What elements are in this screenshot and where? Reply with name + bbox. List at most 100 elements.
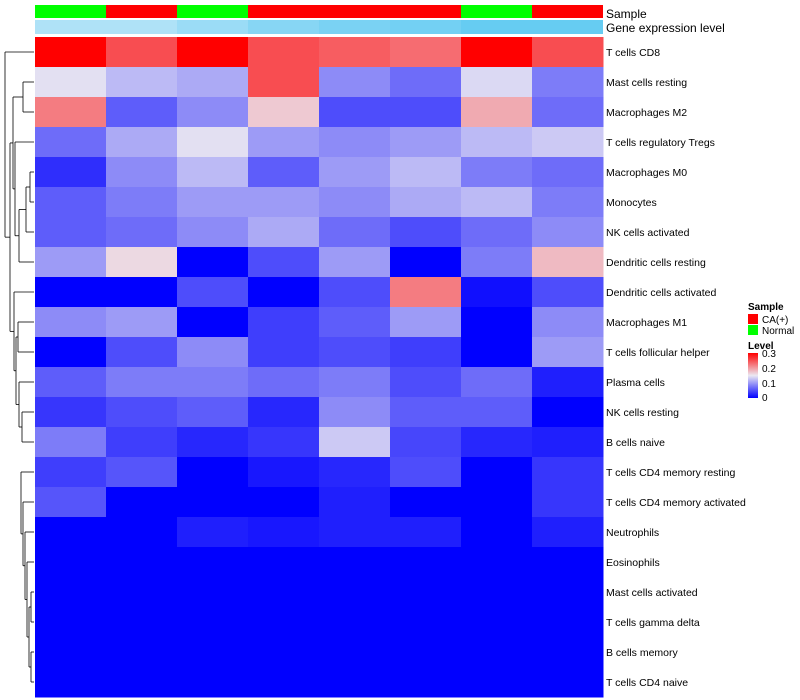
annotation-label-sample: Sample — [606, 7, 647, 21]
heatmap-cell — [461, 217, 533, 248]
row-label: Monocytes — [606, 197, 657, 209]
heatmap-cell — [532, 607, 604, 638]
heatmap-cell — [390, 607, 462, 638]
heatmap-cell — [390, 307, 462, 338]
legend-tick-0: 0 — [762, 393, 768, 404]
heatmap-cell — [319, 517, 391, 548]
heatmap-cell — [35, 577, 107, 608]
heatmap-cell — [106, 67, 178, 98]
heatmap-cell — [319, 337, 391, 368]
heatmap-cell — [177, 187, 249, 218]
row-label: Dendritic cells activated — [606, 287, 716, 299]
heatmap-cell — [390, 637, 462, 668]
heatmap-cell — [319, 397, 391, 428]
heatmap-cell — [319, 277, 391, 308]
heatmap-cell — [461, 667, 533, 698]
expression-annotation-cell — [532, 20, 603, 34]
heatmap-cell — [248, 337, 320, 368]
heatmap-cell — [390, 457, 462, 488]
heatmap-cell — [106, 187, 178, 218]
heatmap-cell — [390, 247, 462, 278]
heatmap-cell — [532, 37, 604, 68]
heatmap-cell — [106, 307, 178, 338]
heatmap-cell — [532, 127, 604, 158]
expression-annotation-cell — [106, 20, 177, 34]
row-label: T cells regulatory Tregs — [606, 137, 715, 149]
row-label: Eosinophils — [606, 557, 660, 569]
sample-annotation-cell — [319, 5, 390, 18]
heatmap-cell — [106, 577, 178, 608]
heatmap-cell — [248, 667, 320, 698]
heatmap-cell — [248, 127, 320, 158]
row-label: T cells CD4 memory resting — [606, 467, 735, 479]
heatmap-cell — [177, 217, 249, 248]
legend-swatch-normal — [748, 325, 758, 335]
heatmap-cell — [177, 487, 249, 518]
heatmap-cell — [390, 217, 462, 248]
heatmap-cell — [390, 367, 462, 398]
heatmap-cell — [461, 67, 533, 98]
heatmap-cell — [248, 37, 320, 68]
heatmap-cell — [390, 577, 462, 608]
heatmap-cell — [461, 277, 533, 308]
heatmap-cell — [106, 457, 178, 488]
heatmap-cell — [319, 367, 391, 398]
heatmap-cell — [390, 127, 462, 158]
heatmap-cell — [35, 157, 107, 188]
heatmap-cell — [532, 247, 604, 278]
heatmap-cell — [177, 427, 249, 458]
heatmap-cell — [532, 487, 604, 518]
heatmap-cell — [319, 487, 391, 518]
heatmap-cell — [532, 277, 604, 308]
heatmap-cell — [248, 157, 320, 188]
heatmap-cell — [532, 667, 604, 698]
heatmap-cell — [35, 637, 107, 668]
heatmap-cell — [390, 547, 462, 578]
expression-annotation-cell — [35, 20, 106, 34]
heatmap-cell — [35, 217, 107, 248]
heatmap-cell — [461, 427, 533, 458]
heatmap-cell — [532, 637, 604, 668]
legend-entry-ca: CA(+) — [762, 315, 788, 326]
heatmap-cell — [35, 127, 107, 158]
row-labels: T cells CD8 Mast cells resting Macrophages… — [606, 47, 746, 689]
sample-annotation-cell — [248, 5, 319, 18]
expression-annotation-cell — [248, 20, 319, 34]
heatmap-cell — [390, 97, 462, 128]
heatmap-cell — [248, 277, 320, 308]
heatmap-cell — [532, 67, 604, 98]
expression-annotation-cell — [461, 20, 532, 34]
heatmap-cell — [532, 367, 604, 398]
heatmap-cell — [461, 637, 533, 668]
heatmap-cell — [106, 667, 178, 698]
heatmap-cell — [461, 307, 533, 338]
heatmap-cell — [177, 457, 249, 488]
heatmap-cell — [248, 367, 320, 398]
heatmap-cell — [532, 427, 604, 458]
legend-color-bar — [748, 353, 758, 398]
heatmap-cell — [106, 607, 178, 638]
heatmap-cell — [177, 67, 249, 98]
legend-entry-normal: Normal — [762, 326, 794, 337]
heatmap-cell — [319, 307, 391, 338]
heatmap-cell — [248, 427, 320, 458]
heatmap-cell — [35, 97, 107, 128]
heatmap-cell — [319, 217, 391, 248]
heatmap-cell — [319, 187, 391, 218]
heatmap-cell — [319, 97, 391, 128]
heatmap-cell — [390, 487, 462, 518]
heatmap-cell — [248, 607, 320, 638]
heatmap-cell — [248, 577, 320, 608]
row-label: T cells CD4 naive — [606, 677, 688, 689]
sample-annotation-cell — [106, 5, 177, 18]
row-label: T cells CD8 — [606, 47, 660, 59]
heatmap-cell — [35, 667, 107, 698]
heatmap-cell — [177, 667, 249, 698]
heatmap-cell — [532, 517, 604, 548]
heatmap-cell — [35, 517, 107, 548]
heatmap-cell — [35, 367, 107, 398]
heatmap-cell — [177, 607, 249, 638]
legend-level-title: Level — [748, 341, 774, 352]
heatmap-cell — [319, 457, 391, 488]
sample-annotation-cell — [35, 5, 106, 18]
